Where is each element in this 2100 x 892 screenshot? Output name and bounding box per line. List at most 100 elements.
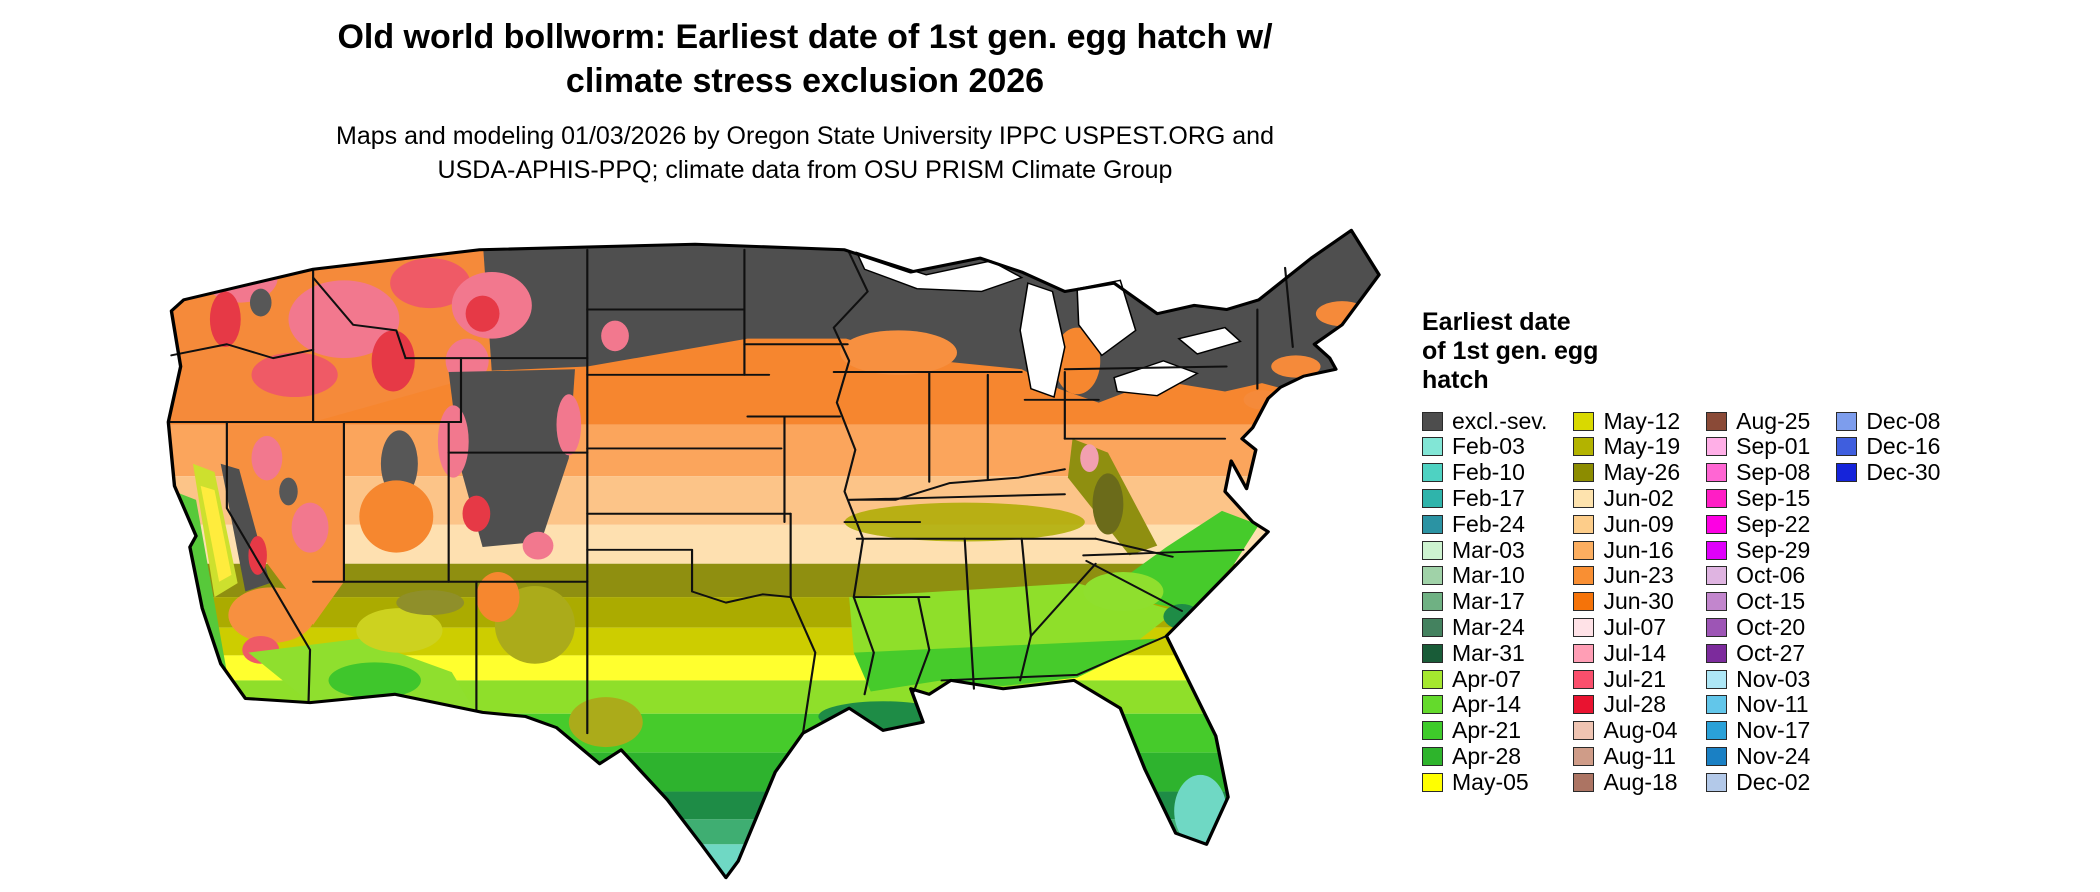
legend-swatch xyxy=(1706,566,1728,586)
legend-swatch xyxy=(1422,747,1443,766)
legend-swatch xyxy=(1422,489,1443,509)
legend-label: Sep-29 xyxy=(1736,536,1811,563)
legend-label: May-26 xyxy=(1603,459,1681,486)
legend-entry: Sep-15 xyxy=(1706,485,1811,512)
legend-label: Oct-06 xyxy=(1736,562,1806,589)
legend-entry: Oct-20 xyxy=(1706,614,1810,641)
legend-entry: Sep-01 xyxy=(1706,433,1810,460)
legend-label: Mar-10 xyxy=(1452,562,1525,589)
legend-entry: Oct-06 xyxy=(1706,562,1810,589)
legend-entry: Mar-17 xyxy=(1422,588,1547,615)
legend-label: Apr-21 xyxy=(1452,717,1522,744)
legend-swatch xyxy=(1706,514,1728,534)
legend-label: Feb-17 xyxy=(1452,485,1525,512)
legend-entry: Mar-24 xyxy=(1422,614,1547,641)
legend-columns: excl.-sev. Feb-03 Feb-10 Feb-17 Feb-24 Mar-03… xyxy=(1422,408,2098,795)
legend-swatch xyxy=(1706,489,1728,509)
legend-label: Mar-31 xyxy=(1452,639,1525,666)
legend-entry: Jun-09 xyxy=(1573,511,1680,537)
legend-swatch xyxy=(1422,721,1443,741)
legend-swatch xyxy=(1706,463,1728,483)
legend-label: Oct-27 xyxy=(1736,639,1806,666)
legend-label: May-05 xyxy=(1452,768,1529,795)
legend-label: Sep-22 xyxy=(1736,510,1811,537)
legend-label: Mar-24 xyxy=(1452,614,1525,641)
legend-swatch xyxy=(1836,411,1858,431)
legend-label: Nov-03 xyxy=(1736,665,1811,692)
header: Old world bollworm: Earliest date of 1st… xyxy=(0,16,1610,187)
legend-label: May-12 xyxy=(1603,407,1681,434)
legend-entry: Jul-07 xyxy=(1573,614,1680,641)
legend-label: Apr-14 xyxy=(1452,691,1522,718)
legend-entry: Feb-17 xyxy=(1422,485,1547,512)
legend-entry: Sep-08 xyxy=(1706,459,1810,486)
legend-entry: excl.-sev. xyxy=(1422,408,1547,434)
legend-entry: Nov-11 xyxy=(1706,691,1810,718)
legend-label: Jun-02 xyxy=(1603,485,1674,512)
legend-swatch xyxy=(1836,437,1858,457)
legend-entry: Nov-24 xyxy=(1706,743,1810,770)
map-color-band xyxy=(168,713,1380,753)
legend-label: excl.-sev. xyxy=(1452,407,1548,434)
legend-swatch xyxy=(1573,437,1595,457)
legend-entry: Jul-28 xyxy=(1573,691,1680,718)
legend-entry: Oct-15 xyxy=(1706,588,1810,615)
legend-label: Jun-09 xyxy=(1603,510,1674,537)
legend-column-4: Dec-08 Dec-16 Dec-30 xyxy=(1836,408,1940,485)
legend-label: Nov-11 xyxy=(1736,691,1809,718)
legend-entry: Jun-23 xyxy=(1573,562,1680,589)
legend-entry: Apr-07 xyxy=(1422,666,1547,692)
page-subtitle: Maps and modeling 01/03/2026 by Oregon S… xyxy=(0,119,1610,187)
legend-entry: Dec-30 xyxy=(1836,459,1941,486)
map-color-band xyxy=(168,844,1380,878)
legend-entry: Aug-04 xyxy=(1573,717,1680,744)
legend-entry: Feb-24 xyxy=(1422,511,1547,537)
legend-label: Aug-11 xyxy=(1603,743,1676,770)
legend-swatch xyxy=(1706,721,1728,741)
legend-swatch xyxy=(1573,514,1595,534)
legend-label: Feb-10 xyxy=(1452,459,1525,486)
legend-label: Jul-14 xyxy=(1603,639,1667,666)
legend-label: May-19 xyxy=(1603,433,1681,460)
legend: Earliest date of 1st gen. egg hatch excl.-… xyxy=(1422,308,2098,795)
legend-swatch xyxy=(1422,695,1443,715)
legend-swatch xyxy=(1706,772,1728,792)
legend-entry: Feb-10 xyxy=(1422,459,1547,486)
legend-label: Dec-30 xyxy=(1866,459,1941,486)
legend-entry: Sep-29 xyxy=(1706,537,1810,563)
legend-swatch xyxy=(1573,463,1595,483)
legend-entry: Dec-08 xyxy=(1836,408,1940,434)
legend-swatch xyxy=(1573,618,1595,638)
legend-label: Jun-23 xyxy=(1603,562,1674,589)
legend-label: Dec-02 xyxy=(1736,768,1811,795)
subtitle-line-2: USDA-APHIS-PPQ; climate data from OSU PR… xyxy=(437,156,1173,185)
legend-label: Aug-25 xyxy=(1736,407,1811,434)
great-lakes xyxy=(855,251,1242,398)
legend-title: Earliest date of 1st gen. egg hatch xyxy=(1422,308,1599,394)
legend-label: Feb-24 xyxy=(1452,510,1525,537)
legend-label: Sep-15 xyxy=(1736,485,1811,512)
legend-entry: Jul-21 xyxy=(1573,666,1680,692)
state-borders xyxy=(167,248,1294,735)
page-title: Old world bollworm: Earliest date of 1st… xyxy=(0,16,1610,103)
legend-label: Jul-28 xyxy=(1603,691,1667,718)
legend-entry: Nov-03 xyxy=(1706,666,1810,692)
legend-label: Aug-18 xyxy=(1603,768,1678,795)
legend-label: Aug-04 xyxy=(1603,717,1678,744)
terrain-overlays xyxy=(168,230,1369,848)
legend-entry: Mar-10 xyxy=(1422,562,1547,589)
legend-swatch xyxy=(1573,592,1595,612)
subtitle-line-1: Maps and modeling 01/03/2026 by Oregon S… xyxy=(336,122,1274,151)
legend-entry: Aug-25 xyxy=(1706,408,1810,434)
legend-swatch xyxy=(1422,463,1443,483)
legend-entry: Mar-03 xyxy=(1422,537,1547,563)
legend-swatch xyxy=(1706,669,1728,689)
legend-swatch xyxy=(1573,721,1595,741)
legend-swatch xyxy=(1573,540,1595,560)
legend-entry: Jun-16 xyxy=(1573,537,1680,563)
legend-label: Mar-03 xyxy=(1452,536,1525,563)
legend-swatch xyxy=(1706,695,1728,715)
legend-label: Oct-15 xyxy=(1736,588,1806,615)
legend-entry: May-12 xyxy=(1573,408,1680,434)
legend-swatch xyxy=(1573,747,1595,766)
